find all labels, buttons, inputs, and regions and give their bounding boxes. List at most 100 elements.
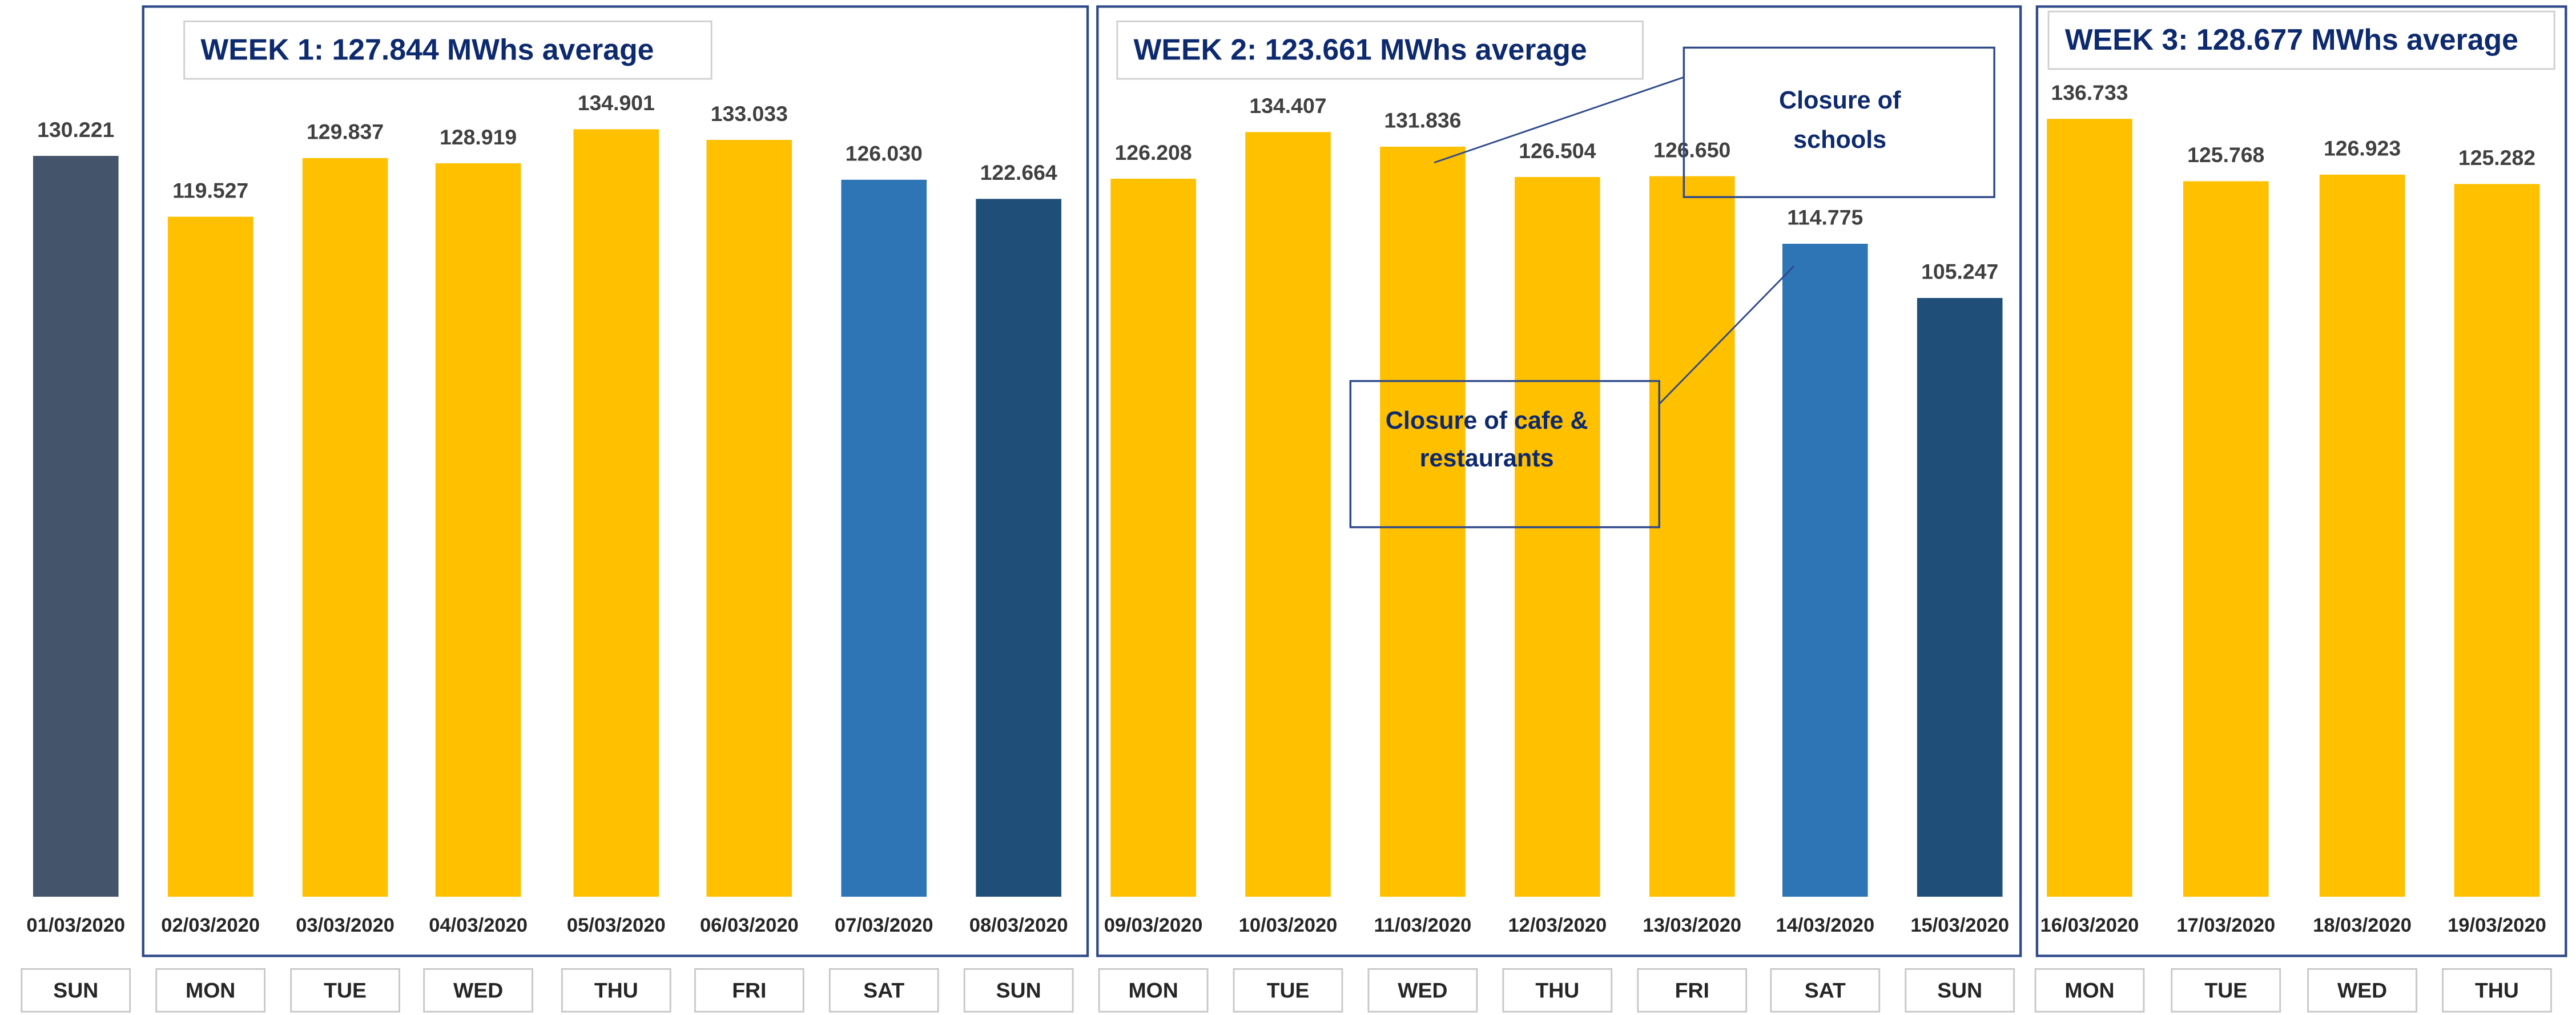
bar bbox=[2454, 184, 2540, 897]
value-label: 128.919 bbox=[440, 125, 517, 149]
bar bbox=[33, 156, 119, 897]
weekday-box bbox=[828, 968, 939, 1013]
weekday-label: WED bbox=[2337, 978, 2387, 1002]
value-label: 119.527 bbox=[172, 178, 248, 202]
value-label: 134.407 bbox=[1249, 94, 1326, 118]
annotation-box bbox=[1349, 380, 1660, 529]
bar bbox=[1649, 176, 1735, 897]
annotation-box bbox=[1683, 46, 1995, 198]
weekday-box bbox=[423, 968, 534, 1013]
bar bbox=[302, 158, 388, 897]
week-title-box bbox=[2047, 10, 2555, 70]
weekday-label: SAT bbox=[1805, 978, 1846, 1002]
weekday-label: FRI bbox=[732, 978, 766, 1002]
value-label: 105.247 bbox=[1921, 260, 1998, 284]
value-label: 125.768 bbox=[2187, 143, 2264, 167]
weekday-label: SAT bbox=[863, 978, 904, 1002]
weekday-box bbox=[290, 968, 400, 1013]
weekday-box bbox=[2442, 968, 2552, 1013]
weekday-box bbox=[1905, 968, 2015, 1013]
bar bbox=[1782, 244, 1868, 897]
value-label: 130.221 bbox=[37, 118, 114, 142]
annotation-text: Closure of bbox=[1779, 87, 1901, 114]
weekday-label: SUN bbox=[53, 978, 98, 1002]
value-label: 126.208 bbox=[1114, 140, 1192, 164]
bar bbox=[976, 199, 1061, 897]
bar bbox=[706, 140, 792, 897]
weekday-label: THU bbox=[594, 978, 638, 1002]
value-label: 131.836 bbox=[1384, 108, 1461, 132]
value-label: 126.650 bbox=[1653, 138, 1730, 162]
date-label: 06/03/2020 bbox=[700, 915, 799, 936]
bar bbox=[1245, 132, 1331, 897]
annotation-text: restaurants bbox=[1420, 445, 1554, 472]
weekday-box bbox=[561, 968, 671, 1013]
bar bbox=[1380, 146, 1466, 897]
date-label: 17/03/2020 bbox=[2176, 915, 2275, 936]
weekday-label: MON bbox=[186, 978, 235, 1002]
value-label: 129.837 bbox=[307, 120, 384, 144]
weekday-box bbox=[21, 968, 131, 1013]
bar bbox=[1110, 179, 1196, 897]
weekday-box bbox=[963, 968, 1074, 1013]
weekday-box bbox=[1770, 968, 1881, 1013]
weekday-box bbox=[2307, 968, 2417, 1013]
date-label: 19/03/2020 bbox=[2448, 915, 2546, 936]
date-label: 01/03/2020 bbox=[26, 915, 125, 936]
bar bbox=[573, 129, 659, 897]
annotation-text: schools bbox=[1793, 126, 1886, 154]
bar bbox=[2319, 174, 2405, 897]
weekday-label: SUN bbox=[996, 978, 1041, 1002]
date-label: 08/03/2020 bbox=[969, 915, 1068, 936]
weekday-box bbox=[1233, 968, 1343, 1013]
weekday-label: THU bbox=[1535, 978, 1579, 1002]
bar bbox=[435, 163, 521, 897]
week-title: WEEK 1: 127.844 MWhs average bbox=[200, 33, 654, 66]
value-label: 136.733 bbox=[2051, 80, 2128, 104]
weekday-label: MON bbox=[1128, 978, 1178, 1002]
bar bbox=[2047, 119, 2132, 897]
date-label: 10/03/2020 bbox=[1239, 915, 1338, 936]
date-label: 13/03/2020 bbox=[1643, 915, 1741, 936]
value-label: 133.033 bbox=[711, 102, 788, 126]
bar bbox=[2183, 181, 2269, 897]
annotation-leader bbox=[1659, 265, 1795, 405]
weekday-label: THU bbox=[2475, 978, 2519, 1002]
weekday-box bbox=[1367, 968, 1478, 1013]
week-title-box bbox=[183, 20, 713, 80]
bar bbox=[167, 216, 253, 897]
annotation-text: Closure of cafe & bbox=[1386, 407, 1588, 434]
weekday-label: FRI bbox=[1675, 978, 1709, 1002]
annotation-leader bbox=[1434, 76, 1684, 164]
weekday-box bbox=[694, 968, 804, 1013]
bar bbox=[1917, 297, 2003, 897]
week-title: WEEK 2: 123.661 MWhs average bbox=[1134, 33, 1587, 66]
week-box bbox=[2035, 5, 2567, 957]
value-label: 126.923 bbox=[2324, 136, 2401, 160]
value-label: 134.901 bbox=[578, 91, 655, 115]
date-label: 03/03/2020 bbox=[296, 915, 395, 936]
value-label: 126.504 bbox=[1519, 139, 1596, 163]
value-label: 126.030 bbox=[846, 142, 923, 166]
weekday-box bbox=[155, 968, 266, 1013]
date-label: 05/03/2020 bbox=[567, 915, 666, 936]
date-label: 04/03/2020 bbox=[429, 915, 528, 936]
date-label: 15/03/2020 bbox=[1910, 915, 2009, 936]
weekday-label: WED bbox=[1398, 978, 1447, 1002]
weekday-box bbox=[2171, 968, 2281, 1013]
weekday-label: SUN bbox=[1937, 978, 1982, 1002]
weekday-label: TUE bbox=[324, 978, 367, 1002]
week-box bbox=[142, 5, 1089, 957]
weekday-label: TUE bbox=[2204, 978, 2247, 1002]
week-title: WEEK 3: 128.677 MWhs average bbox=[2065, 23, 2518, 56]
weekday-box bbox=[1098, 968, 1209, 1013]
weekday-label: MON bbox=[2064, 978, 2114, 1002]
date-label: 16/03/2020 bbox=[2040, 915, 2139, 936]
week-title-box bbox=[1116, 20, 1644, 80]
bar bbox=[841, 179, 927, 897]
date-label: 12/03/2020 bbox=[1508, 915, 1607, 936]
weekday-box bbox=[1502, 968, 1613, 1013]
date-label: 09/03/2020 bbox=[1104, 915, 1203, 936]
bar bbox=[1515, 177, 1600, 897]
